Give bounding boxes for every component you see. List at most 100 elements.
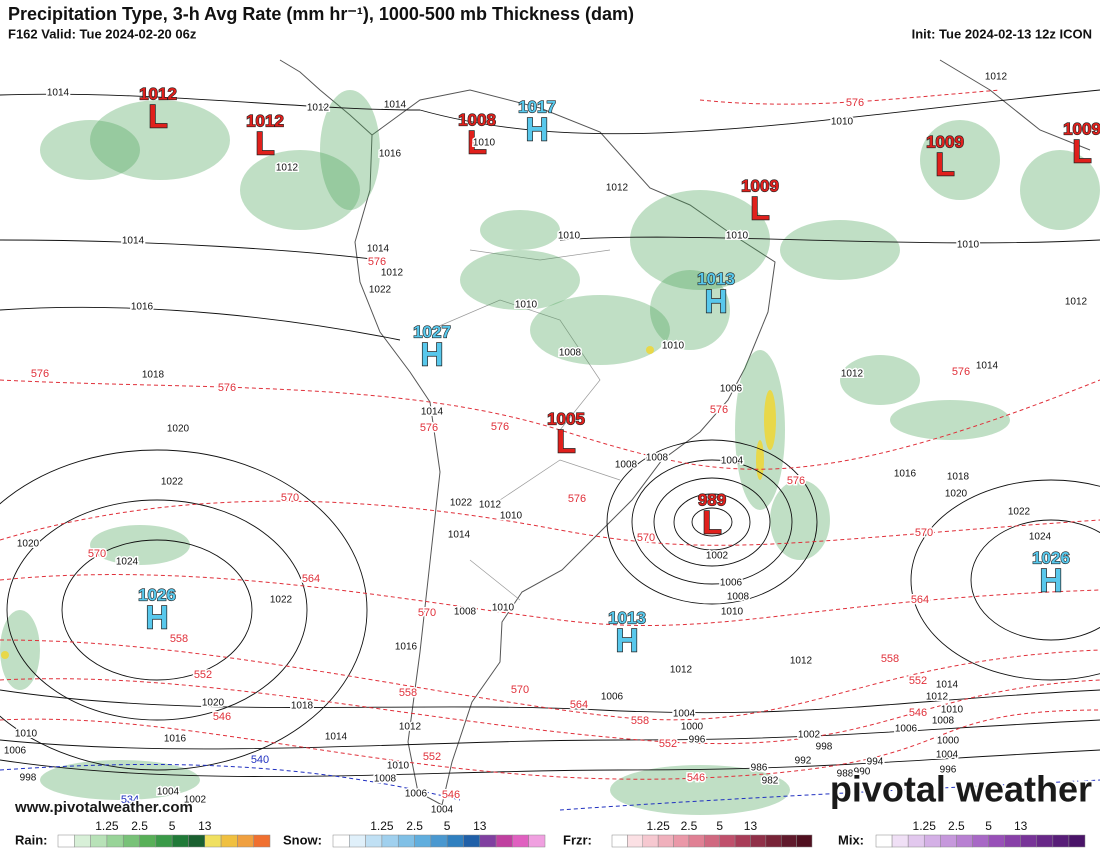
- isobar-label: 1012: [670, 665, 693, 676]
- isobar-label: 1022: [161, 477, 184, 488]
- isobar: [0, 719, 1100, 750]
- legend-tick: 1.25: [646, 819, 670, 833]
- thickness-label: 576: [568, 493, 586, 505]
- isobar-label: 1010: [726, 231, 749, 242]
- legend-swatch: [446, 834, 464, 848]
- isobar-label: 998: [816, 742, 833, 753]
- isobar-label: 1024: [116, 557, 139, 568]
- isobar-label: 994: [867, 757, 884, 768]
- isobar-label: 998: [20, 773, 37, 784]
- center-letter: H: [704, 283, 727, 319]
- legend-swatch: [155, 834, 173, 848]
- legend-tick: 5: [169, 819, 176, 833]
- thickness-label: 576: [787, 475, 805, 487]
- precip-area: [840, 355, 920, 405]
- center-letter: H: [615, 622, 638, 658]
- isobar-label: 1014: [325, 732, 348, 743]
- isobar-label: 1008: [374, 774, 397, 785]
- legend-tick: 5: [444, 819, 451, 833]
- thickness-label: 558: [170, 633, 188, 645]
- center-letter: L: [148, 98, 168, 134]
- isobar: [673, 493, 751, 551]
- legend-swatch: [1020, 834, 1038, 848]
- thickness-label: 552: [659, 738, 677, 750]
- legend-tick: 1.25: [370, 819, 394, 833]
- thickness-label: 540: [251, 754, 269, 766]
- thickness-line-cold: [559, 779, 1100, 811]
- isobar-label: 1012: [399, 722, 422, 733]
- thickness-label: 552: [194, 669, 212, 681]
- precip-area: [920, 120, 1000, 200]
- isobar: [653, 477, 771, 567]
- isobar-label: 1010: [473, 138, 496, 149]
- precip-area: [320, 90, 380, 210]
- precip-area: [890, 400, 1010, 440]
- isobar: [6, 499, 308, 721]
- isobar-label: 996: [940, 765, 957, 776]
- legend-swatch: [57, 834, 75, 848]
- legend-swatch: [90, 834, 108, 848]
- legend-swatch: [188, 834, 206, 848]
- thickness-line: [0, 379, 1100, 470]
- thickness-label: 552: [423, 751, 441, 763]
- thickness-label: 576: [420, 422, 438, 434]
- isobar-label: 1016: [379, 149, 402, 160]
- legend-swatch: [528, 834, 546, 848]
- precip-area: [90, 525, 190, 565]
- precip-area: [780, 220, 900, 280]
- legend-swatch: [332, 834, 350, 848]
- contour-layer: [0, 89, 1100, 811]
- thickness-label: 564: [570, 699, 588, 711]
- legend-swatch: [765, 834, 782, 848]
- isobar-label: 1000: [681, 722, 704, 733]
- legend-swatch: [365, 834, 383, 848]
- isobar-label: 992: [795, 756, 812, 767]
- thickness-line: [0, 709, 1100, 780]
- center-value: 989: [698, 490, 726, 509]
- isobar-label: 1008: [932, 716, 955, 727]
- legend-tick: 1.25: [913, 819, 937, 833]
- precip-heavy: [764, 390, 776, 450]
- legend-swatch: [972, 834, 989, 848]
- isobar-label: 1016: [894, 469, 917, 480]
- land-layer: [279, 59, 1091, 806]
- center-letter: L: [467, 124, 487, 160]
- legend-tick: 2.5: [948, 819, 965, 833]
- legend-swatch: [611, 834, 628, 848]
- legend-label: Frzr:: [563, 832, 592, 847]
- isobar-label: 1012: [1065, 297, 1088, 308]
- legend-swatch: [750, 834, 767, 848]
- legend-tick: 13: [473, 819, 487, 833]
- continent-outline: [354, 89, 776, 806]
- thickness-label: 576: [218, 382, 236, 394]
- legend-swatch: [923, 834, 941, 848]
- legend-swatch: [907, 834, 925, 848]
- isobar: [910, 479, 1100, 681]
- center-letter: H: [525, 111, 548, 147]
- isobar-label: 1002: [706, 551, 729, 562]
- isobar-label: 1006: [601, 692, 624, 703]
- center-value: 1005: [547, 409, 585, 428]
- legend-tick: 2.5: [406, 819, 423, 833]
- thickness-label: 546: [213, 711, 231, 723]
- legend-swatch: [1004, 834, 1021, 848]
- isobar-label: 1016: [164, 734, 187, 745]
- isobar: [0, 749, 1100, 777]
- isobar-label: 1010: [941, 705, 964, 716]
- isobar-label: 1010: [662, 341, 685, 352]
- isobar: [970, 519, 1100, 641]
- legend-tick: 1.25: [95, 819, 119, 833]
- precip-area: [630, 190, 770, 290]
- isobar-label: 1014: [448, 530, 471, 541]
- precip-area: [460, 250, 580, 310]
- legend-tick: 2.5: [681, 819, 698, 833]
- legend-swatch: [796, 834, 813, 848]
- isobar-label: 1018: [291, 701, 314, 712]
- legend-swatch: [414, 834, 432, 848]
- legend-swatch: [1052, 834, 1070, 848]
- isobar-label: 1004: [673, 709, 696, 720]
- isobar-label: 1012: [307, 103, 330, 114]
- thickness-label: 564: [911, 594, 929, 606]
